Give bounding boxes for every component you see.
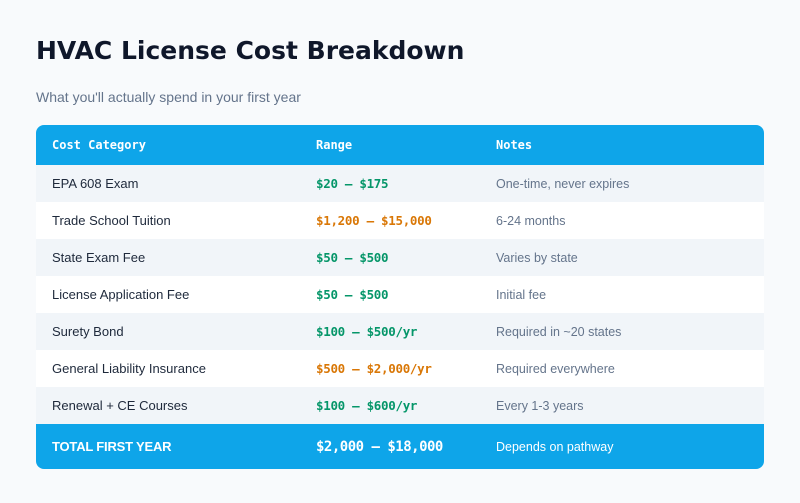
row-notes: 6-24 months	[496, 213, 566, 228]
row-range: $500 – $2,000/yr	[316, 361, 432, 376]
row-notes: Every 1-3 years	[496, 398, 584, 413]
column-header-category: Cost Category	[52, 138, 146, 152]
row-notes: Initial fee	[496, 287, 547, 302]
row-category: Surety Bond	[52, 324, 124, 339]
row-notes: One-time, never expires	[496, 176, 630, 191]
row-notes: Varies by state	[496, 250, 578, 265]
row-range: $100 – $500/yr	[316, 324, 418, 339]
page-subtitle: What you'll actually spend in your first…	[36, 89, 301, 105]
row-category: Trade School Tuition	[52, 213, 171, 228]
page-title: HVAC License Cost Breakdown	[36, 36, 465, 65]
row-range: $50 – $500	[316, 250, 389, 265]
row-range: $1,200 – $15,000	[316, 213, 432, 228]
table-row: EPA 608 Exam $20 – $175 One-time, never …	[36, 165, 764, 202]
row-range: $100 – $600/yr	[316, 398, 418, 413]
total-range: $2,000 – $18,000	[316, 438, 443, 455]
row-category: State Exam Fee	[52, 250, 146, 265]
cost-table: Cost Category Range Notes EPA 608 Exam $…	[36, 125, 764, 469]
row-notes: Required everywhere	[496, 361, 615, 376]
table-total-row: TOTAL FIRST YEAR $2,000 – $18,000 Depend…	[36, 424, 764, 469]
total-label: TOTAL FIRST YEAR	[52, 439, 172, 454]
column-header-notes: Notes	[496, 138, 533, 152]
total-notes: Depends on pathway	[496, 439, 614, 454]
row-category: EPA 608 Exam	[52, 176, 139, 191]
row-range: $20 – $175	[316, 176, 389, 191]
table-row: Trade School Tuition $1,200 – $15,000 6-…	[36, 202, 764, 239]
row-range: $50 – $500	[316, 287, 389, 302]
table-row: Surety Bond $100 – $500/yr Required in ~…	[36, 313, 764, 350]
row-category: License Application Fee	[52, 287, 190, 302]
table-header-row: Cost Category Range Notes	[36, 125, 764, 165]
column-header-range: Range	[316, 138, 353, 152]
table-row: General Liability Insurance $500 – $2,00…	[36, 350, 764, 387]
table-row: License Application Fee $50 – $500 Initi…	[36, 276, 764, 313]
row-notes: Required in ~20 states	[496, 324, 622, 339]
table-row: Renewal + CE Courses $100 – $600/yr Ever…	[36, 387, 764, 424]
row-category: General Liability Insurance	[52, 361, 206, 376]
row-category: Renewal + CE Courses	[52, 398, 188, 413]
table-row: State Exam Fee $50 – $500 Varies by stat…	[36, 239, 764, 276]
